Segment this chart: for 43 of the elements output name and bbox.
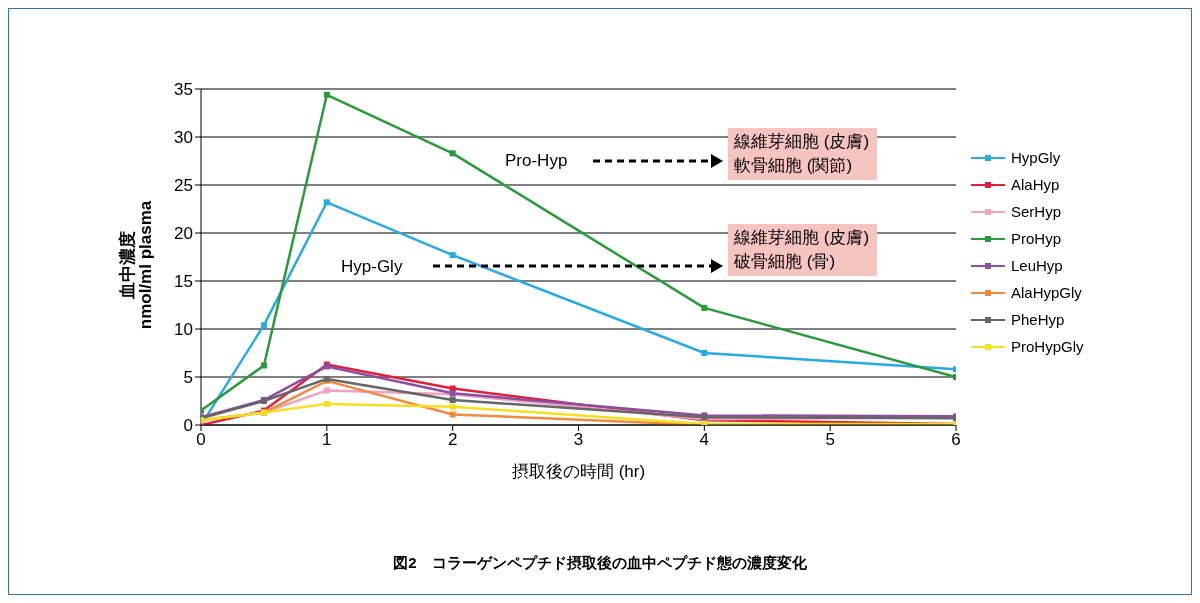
y-axis-title: 血中濃度 nmol/ml plasma [118,200,155,330]
x-tick-label: 3 [573,430,584,450]
y-tick-label: 15 [174,272,193,292]
x-tick-label: 2 [447,430,458,450]
point [323,387,330,394]
x-tick-label: 5 [825,430,835,450]
point [449,150,456,157]
point [260,322,267,329]
point [449,411,456,418]
caption: 図2 コラーゲンペプチド摂取後の血中ペプチド態の濃度変化 [392,554,808,573]
x-tick-label: 0 [196,430,206,450]
x-tick-label: 1 [322,430,332,450]
legend-label: SerHyp [1011,203,1062,220]
x-tick-label: 6 [951,430,961,450]
y-tick-label: 30 [174,128,193,148]
point [260,362,267,369]
point [323,400,330,407]
y-tick-label: 10 [174,320,193,340]
y-tick-label: 0 [183,416,193,436]
legend-label: AlaHypGly [1011,284,1082,301]
y-tick-label: 35 [174,80,193,100]
y-tick-label: 20 [174,224,193,244]
x-tick-label: 4 [699,430,710,450]
point [323,91,330,98]
annotation: Pro-Hyp [505,151,568,171]
x-axis-title: 摂取後の時間 (hr) [511,462,646,481]
annotation: 線維芽細胞 (皮膚) 破骨細胞 (骨) [728,224,878,276]
y-tick-label: 25 [174,176,193,196]
legend-label: HypGly [1011,149,1061,166]
legend-label: PheHyp [1011,311,1065,328]
y-tick-label: 5 [183,368,193,388]
point [449,252,456,259]
annotation: Hyp-Gly [341,257,403,277]
point [701,304,708,311]
point [701,350,708,356]
point [449,403,456,410]
legend-label: LeuHyp [1011,257,1063,274]
legend-label: ProHyp [1011,230,1062,247]
legend-label: ProHypGly [1011,338,1084,355]
point [449,397,456,404]
legend-label: AlaHyp [1011,176,1060,193]
annotation: 線維芽細胞 (皮膚) 軟骨細胞 (関節) [728,128,878,180]
point [323,199,330,206]
